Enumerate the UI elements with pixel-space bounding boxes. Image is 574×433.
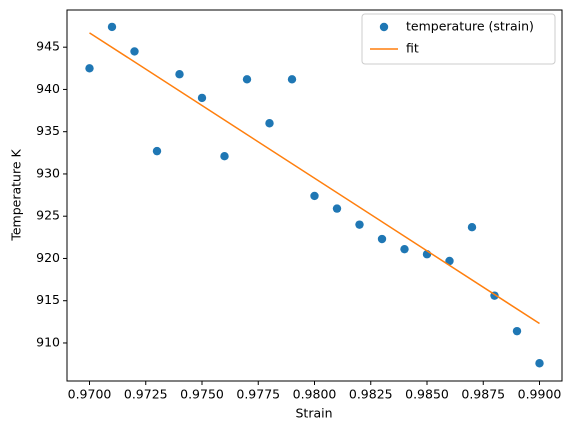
scatter-point — [512, 326, 522, 336]
y-tick-label: 910 — [36, 334, 60, 349]
scatter-point — [355, 220, 364, 229]
x-tick-label: 0.9800 — [293, 387, 337, 402]
x-tick-label: 0.9750 — [180, 387, 224, 402]
scatter-point — [220, 152, 229, 161]
y-tick-label: 925 — [36, 208, 60, 223]
y-tick-label: 930 — [36, 165, 60, 180]
x-tick-label: 0.9725 — [124, 387, 168, 402]
scatter-point — [130, 47, 139, 56]
scatter-point — [535, 359, 544, 368]
scatter-point — [242, 75, 252, 84]
scatter-point — [400, 244, 409, 254]
y-axis-label: Temperature K — [9, 149, 24, 242]
scatter-point — [107, 22, 117, 32]
y-tick-label: 940 — [36, 81, 60, 96]
scatter-point — [310, 191, 319, 201]
y-tick-label: 945 — [36, 39, 60, 54]
legend: temperature (strain) fit — [361, 13, 556, 65]
x-tick-label: 0.9825 — [349, 387, 393, 402]
y-tick-label: 935 — [36, 123, 60, 138]
legend-label: fit — [406, 41, 419, 56]
scatter-point — [467, 222, 477, 232]
x-axis-label: Strain — [295, 406, 332, 421]
scatter-point — [265, 119, 274, 128]
x-tick-label: 0.9700 — [68, 387, 112, 402]
legend-label: temperature (strain) — [406, 19, 534, 34]
legend-box — [361, 13, 556, 65]
scatter-point — [377, 234, 387, 244]
x-tick-label: 0.9850 — [405, 387, 449, 402]
scatter-point — [175, 70, 184, 79]
y-tick-label: 920 — [36, 250, 60, 265]
scatter-point — [287, 75, 297, 84]
scatter-point — [152, 146, 162, 156]
scatter-point — [332, 204, 342, 213]
scatter-point — [197, 93, 207, 103]
y-tick-label: 915 — [36, 292, 60, 307]
x-tick-label: 0.9875 — [461, 387, 505, 402]
fit-line — [89, 32, 540, 325]
legend-marker — [379, 22, 389, 32]
scatter-point — [445, 256, 454, 266]
x-tick-label: 0.9900 — [518, 387, 562, 402]
scatter-point — [85, 64, 94, 73]
x-tick-label: 0.9775 — [236, 387, 280, 402]
